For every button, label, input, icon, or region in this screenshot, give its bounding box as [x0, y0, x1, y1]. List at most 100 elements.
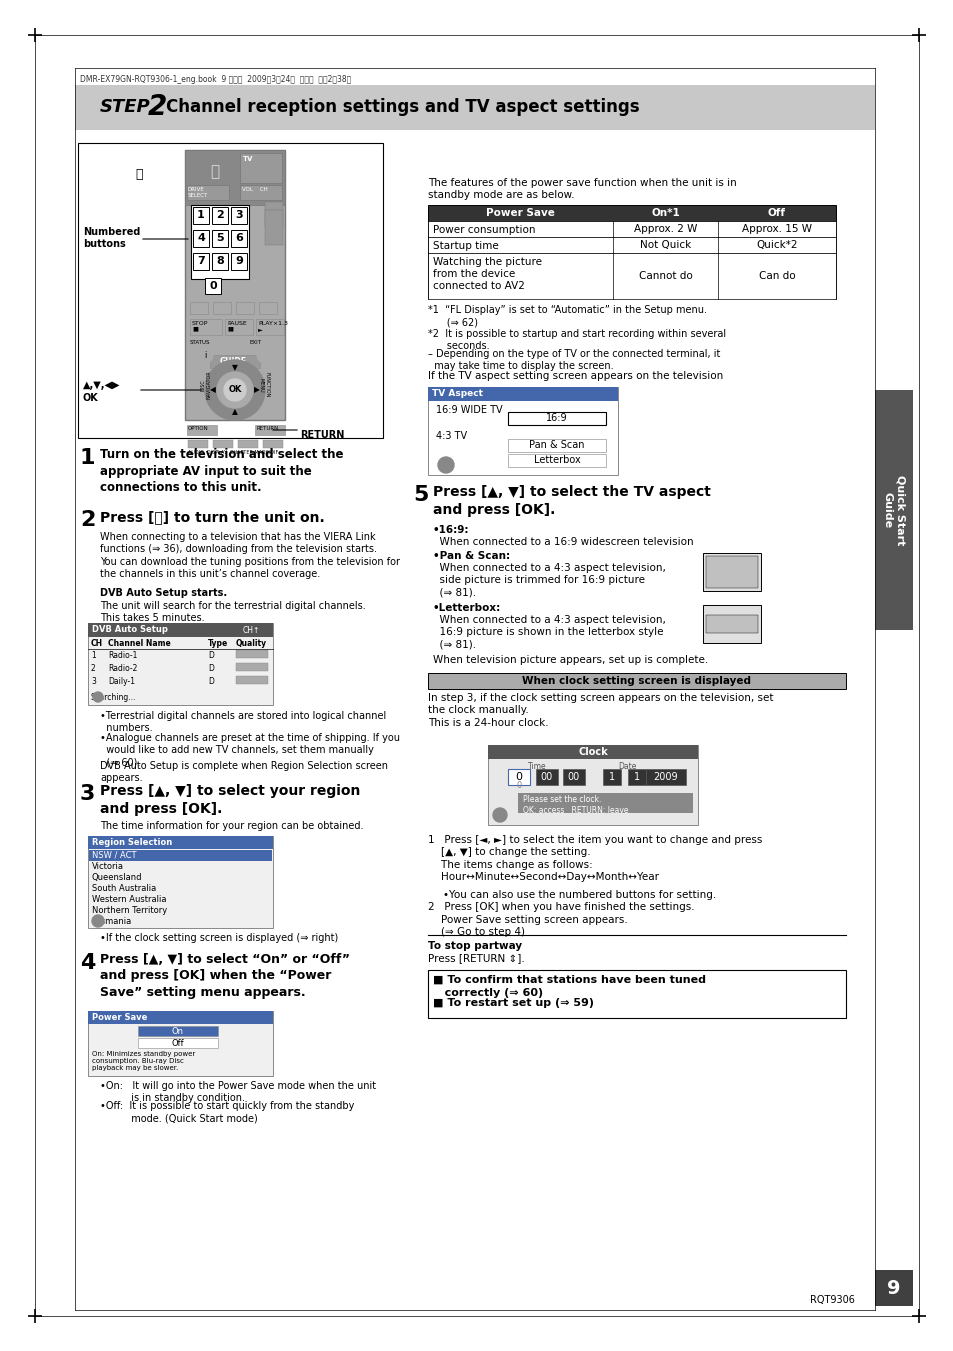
Text: 2   Press [OK] when you have finished the settings.: 2 Press [OK] when you have finished the … — [428, 902, 694, 912]
Text: •Letterbox:: •Letterbox: — [433, 603, 500, 613]
Bar — [210, 355, 260, 367]
Bar — [874, 1270, 912, 1306]
Text: ◀: ◀ — [210, 385, 215, 394]
Text: Date: Date — [618, 762, 636, 771]
Text: PAUSE
▮▮: PAUSE ▮▮ — [227, 322, 247, 332]
Bar — [488, 744, 698, 759]
Text: The unit will search for the terrestrial digital channels.
This takes 5 minutes.: The unit will search for the terrestrial… — [100, 601, 365, 623]
Text: Power consumption: Power consumption — [433, 226, 535, 235]
Bar — [507, 412, 605, 426]
Text: Clock: Clock — [578, 747, 607, 757]
Text: Region Selection: Region Selection — [91, 838, 172, 847]
Text: STEP: STEP — [100, 99, 151, 116]
Text: STATUS: STATUS — [190, 340, 211, 345]
Bar — [240, 153, 282, 182]
Text: NSW / ACT: NSW / ACT — [91, 851, 136, 861]
Text: Queensland: Queensland — [91, 873, 142, 882]
Text: •Off:  It is possible to start quickly from the standby
          mode. (Quick S: •Off: It is possible to start quickly fr… — [100, 1101, 354, 1124]
Bar — [265, 209, 283, 245]
Text: 1: 1 — [634, 771, 639, 782]
Text: 2: 2 — [91, 663, 95, 673]
Bar — [428, 386, 618, 476]
Text: D: D — [208, 677, 213, 686]
Text: Northern Territory: Northern Territory — [91, 907, 167, 915]
Bar — [205, 278, 221, 295]
Text: Letterbox: Letterbox — [533, 455, 579, 465]
Text: PLAY×1.3
►: PLAY×1.3 ► — [257, 322, 288, 332]
Text: In step 3, if the clock setting screen appears on the television, set
the clock : In step 3, if the clock setting screen a… — [428, 693, 773, 728]
Text: •Pan & Scan:: •Pan & Scan: — [433, 551, 510, 561]
Text: Quality: Quality — [235, 639, 267, 648]
Circle shape — [196, 347, 213, 363]
Text: FUNCTION
MENU: FUNCTION MENU — [258, 373, 269, 397]
Bar — [188, 440, 208, 449]
Bar — [231, 253, 247, 270]
Bar — [255, 319, 284, 335]
Bar — [254, 426, 285, 435]
Text: Press [▲, ▼] to select the TV aspect
and press [OK].: Press [▲, ▼] to select the TV aspect and… — [433, 485, 710, 517]
Text: 3: 3 — [235, 209, 243, 220]
Text: When connected to a 4:3 aspect television,
  side picture is trimmed for 16:9 pi: When connected to a 4:3 aspect televisio… — [433, 563, 665, 597]
Text: Tasmania: Tasmania — [91, 917, 132, 925]
Bar — [187, 426, 216, 435]
Bar — [88, 623, 273, 705]
Bar — [428, 253, 835, 299]
Text: – Depending on the type of TV or the connected terminal, it
  may take time to d: – Depending on the type of TV or the con… — [428, 349, 720, 372]
Text: On: Minimizes standby power
consumption. Blu-ray Disc
playback may be slower.: On: Minimizes standby power consumption.… — [91, 1051, 195, 1071]
Text: Can do: Can do — [758, 272, 795, 281]
Text: EXIT: EXIT — [250, 340, 262, 345]
Bar — [191, 205, 249, 280]
Text: •On:   It will go into the Power Save mode when the unit
          is in standby: •On: It will go into the Power Save mode… — [100, 1081, 375, 1104]
Text: Type: Type — [208, 639, 228, 648]
Text: Searching...: Searching... — [91, 693, 136, 703]
Bar — [507, 439, 605, 453]
Bar — [213, 440, 233, 449]
Text: 0: 0 — [516, 781, 521, 789]
Bar — [193, 230, 209, 247]
Bar — [428, 386, 618, 401]
Text: DVB Auto Setup starts.: DVB Auto Setup starts. — [100, 588, 227, 598]
Text: DMR-EX79GN-RQT9306-1_eng.book  9 ページ  2009年3月24日  火曜日  午後2時38分: DMR-EX79GN-RQT9306-1_eng.book 9 ページ 2009… — [80, 76, 351, 84]
Bar — [138, 1025, 218, 1036]
Bar — [193, 207, 209, 224]
Text: Off: Off — [767, 208, 785, 218]
Text: 1: 1 — [608, 771, 615, 782]
Bar — [231, 230, 247, 247]
Text: DISC
NAVIGATOR: DISC NAVIGATOR — [200, 370, 212, 400]
Text: Victoria: Victoria — [91, 862, 124, 871]
Text: ⏻: ⏻ — [211, 165, 219, 180]
Bar — [702, 553, 760, 590]
Bar — [645, 769, 685, 785]
Text: Press [▲, ▼] to select your region
and press [OK].: Press [▲, ▼] to select your region and p… — [100, 784, 360, 816]
Bar — [187, 185, 229, 200]
Bar — [193, 253, 209, 270]
Text: ▶: ▶ — [253, 385, 259, 394]
Bar — [185, 150, 285, 205]
Bar — [428, 236, 835, 253]
Text: Power Save setting screen appears.
    (⇒ Go to step 4): Power Save setting screen appears. (⇒ Go… — [428, 915, 627, 938]
Bar — [705, 615, 758, 634]
Text: AUDIO  DISPLAY  CHAPTER MARK/DIF: AUDIO DISPLAY CHAPTER MARK/DIF — [188, 450, 278, 455]
Bar — [428, 970, 845, 1019]
Bar — [231, 207, 247, 224]
Bar — [627, 769, 645, 785]
Bar — [237, 440, 257, 449]
Bar — [138, 1038, 218, 1048]
Text: 16:9: 16:9 — [546, 413, 567, 423]
Bar — [428, 673, 845, 689]
Text: Daily-1: Daily-1 — [108, 677, 135, 686]
Text: ▲,▼,◀▶: ▲,▼,◀▶ — [83, 380, 120, 390]
Text: OPTION: OPTION — [188, 426, 209, 431]
Bar — [235, 663, 268, 671]
Text: •Terrestrial digital channels are stored into logical channel
  numbers.: •Terrestrial digital channels are stored… — [100, 711, 386, 734]
Text: 4: 4 — [80, 952, 95, 973]
Text: Approx. 2 W: Approx. 2 W — [633, 224, 697, 234]
Circle shape — [92, 692, 103, 703]
Text: OK: OK — [83, 393, 99, 403]
Text: GUIDE: GUIDE — [220, 357, 247, 366]
Text: •If the clock setting screen is displayed (⇒ right): •If the clock setting screen is displaye… — [100, 934, 338, 943]
Bar — [702, 605, 760, 643]
Text: 3: 3 — [80, 784, 95, 804]
Bar — [190, 303, 208, 313]
Bar — [517, 793, 692, 813]
